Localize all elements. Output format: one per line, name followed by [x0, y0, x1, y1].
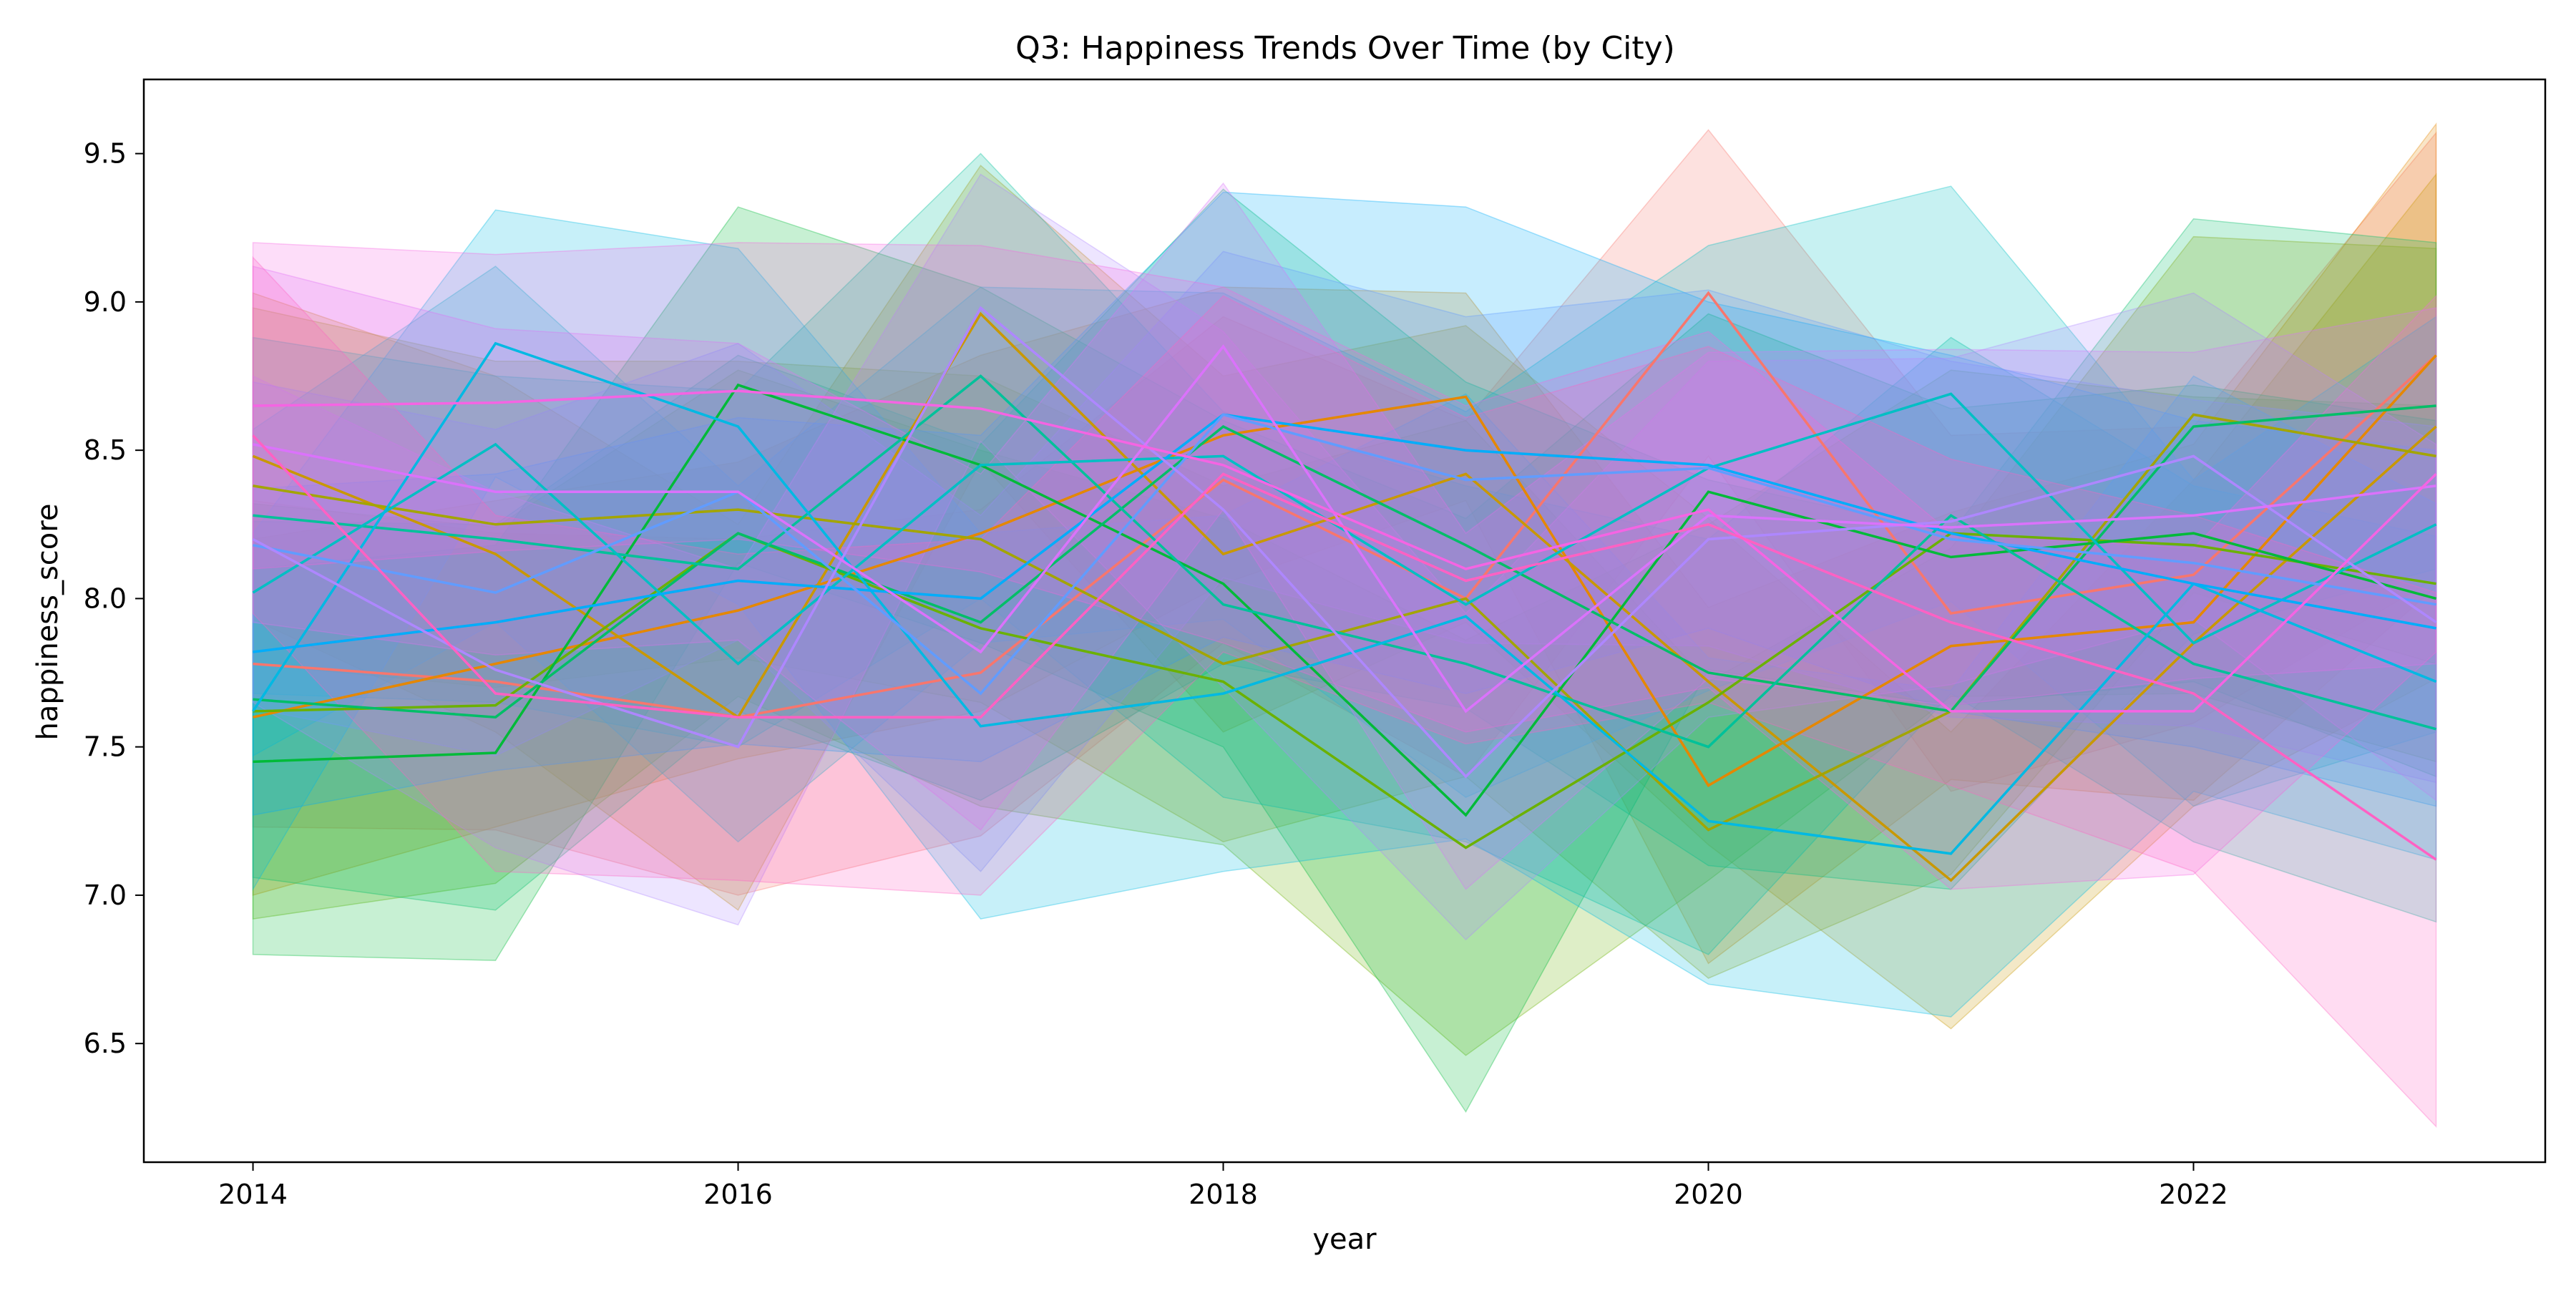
series-line-3	[252, 311, 2437, 882]
series-line-7	[253, 404, 2436, 718]
y-tick-label: 8.5	[84, 434, 127, 466]
y-tick-label: 9.0	[84, 286, 127, 318]
series-lines	[252, 291, 2437, 882]
series-line-12	[253, 413, 2436, 696]
confidence-bands	[252, 122, 2437, 1129]
series-line-4	[253, 413, 2436, 832]
series-line-6	[253, 383, 2436, 817]
x-tick-label: 2018	[1189, 1179, 1258, 1210]
series-line-15	[253, 389, 2437, 713]
y-tick-label: 7.0	[84, 880, 127, 911]
x-tick-label: 2022	[2159, 1179, 2228, 1210]
chart-title: Q3: Happiness Trends Over Time (by City)	[1015, 30, 1675, 67]
confidence-band-3	[252, 165, 2437, 1030]
confidence-band-13	[252, 173, 2437, 941]
series-line-11	[253, 413, 2436, 653]
x-axis-label: year	[1312, 1223, 1377, 1256]
series-line-14	[253, 344, 2436, 713]
y-tick-label: 6.5	[84, 1028, 127, 1059]
series-line-1	[253, 291, 2437, 718]
y-tick-label: 9.5	[84, 138, 127, 170]
y-tick-label: 7.5	[84, 731, 127, 763]
series-line-13	[252, 306, 2437, 779]
confidence-band-2	[252, 122, 2437, 965]
y-axis-label: happiness_score	[31, 504, 64, 741]
confidence-band-7	[252, 188, 2437, 911]
x-axis: 2014 2016 2018 2020 2022	[218, 1162, 2228, 1210]
y-axis: 6.5 7.0 7.5 8.0 8.5 9.0 9.5	[84, 138, 144, 1059]
series-line-16	[252, 434, 2437, 861]
series-line-10	[252, 341, 2437, 855]
x-tick-label: 2016	[703, 1179, 773, 1210]
x-tick-label: 2014	[218, 1179, 288, 1210]
confidence-band-1	[252, 129, 2437, 896]
x-tick-label: 2020	[1674, 1179, 1743, 1210]
plot-frame	[142, 78, 2547, 1164]
series-line-5	[253, 532, 2436, 849]
confidence-band-16	[252, 255, 2437, 1129]
confidence-band-6	[252, 206, 2437, 1113]
confidence-band-4	[252, 235, 2437, 979]
y-tick-label: 8.0	[84, 583, 127, 614]
confidence-band-8	[252, 152, 2437, 955]
